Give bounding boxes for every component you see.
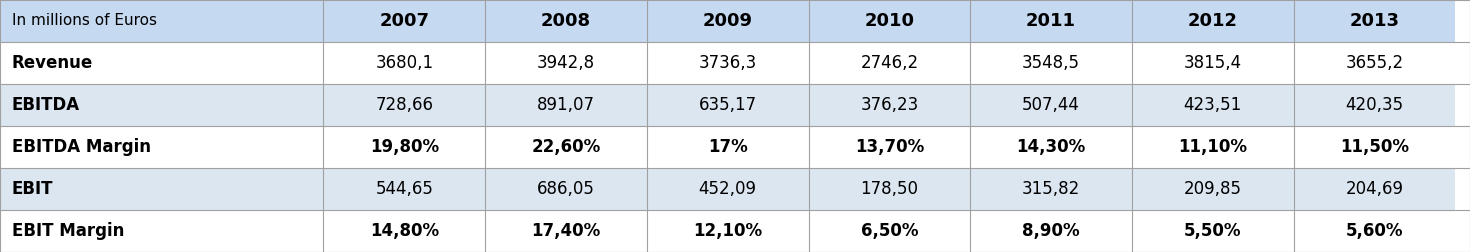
Bar: [809, 126, 970, 168]
Bar: [485, 42, 647, 84]
Text: 12,10%: 12,10%: [692, 222, 763, 240]
Text: 2007: 2007: [379, 12, 429, 30]
Bar: [323, 84, 485, 126]
Bar: [323, 168, 485, 210]
Bar: [970, 42, 1132, 84]
Text: 14,30%: 14,30%: [1016, 138, 1086, 156]
Bar: [1294, 168, 1455, 210]
Text: 209,85: 209,85: [1183, 180, 1242, 198]
Bar: [970, 168, 1132, 210]
Text: 544,65: 544,65: [375, 180, 434, 198]
Bar: [0, 42, 323, 84]
Bar: [970, 84, 1132, 126]
Bar: [485, 126, 647, 168]
Text: 3680,1: 3680,1: [375, 54, 434, 72]
Bar: [485, 168, 647, 210]
Text: 17,40%: 17,40%: [531, 222, 601, 240]
Bar: [323, 42, 485, 84]
Text: 11,50%: 11,50%: [1341, 138, 1408, 156]
Text: 6,50%: 6,50%: [860, 222, 919, 240]
Bar: [970, 0, 1132, 42]
Text: 8,90%: 8,90%: [1022, 222, 1080, 240]
Text: 315,82: 315,82: [1022, 180, 1080, 198]
Text: 686,05: 686,05: [537, 180, 595, 198]
Bar: [0, 84, 323, 126]
Bar: [1132, 84, 1294, 126]
Bar: [0, 210, 323, 252]
Bar: [323, 0, 485, 42]
Text: 5,60%: 5,60%: [1345, 222, 1404, 240]
Bar: [809, 0, 970, 42]
Bar: [647, 42, 808, 84]
Text: 376,23: 376,23: [860, 96, 919, 114]
Text: 3815,4: 3815,4: [1183, 54, 1242, 72]
Text: 13,70%: 13,70%: [854, 138, 925, 156]
Text: 2012: 2012: [1188, 12, 1238, 30]
Text: 19,80%: 19,80%: [369, 138, 440, 156]
Bar: [1132, 210, 1294, 252]
Bar: [1132, 168, 1294, 210]
Bar: [647, 0, 808, 42]
Text: 507,44: 507,44: [1022, 96, 1080, 114]
Text: 2746,2: 2746,2: [860, 54, 919, 72]
Bar: [485, 0, 647, 42]
Text: Revenue: Revenue: [12, 54, 93, 72]
Bar: [0, 0, 323, 42]
Text: 423,51: 423,51: [1183, 96, 1242, 114]
Bar: [323, 126, 485, 168]
Bar: [1294, 126, 1455, 168]
Bar: [323, 210, 485, 252]
Bar: [1132, 126, 1294, 168]
Text: EBITDA: EBITDA: [12, 96, 79, 114]
Bar: [809, 168, 970, 210]
Text: 2009: 2009: [703, 12, 753, 30]
Bar: [0, 168, 323, 210]
Bar: [647, 126, 808, 168]
Text: EBIT: EBIT: [12, 180, 53, 198]
Bar: [647, 210, 808, 252]
Text: 17%: 17%: [707, 138, 748, 156]
Text: 728,66: 728,66: [375, 96, 434, 114]
Bar: [1294, 84, 1455, 126]
Bar: [809, 210, 970, 252]
Text: 3655,2: 3655,2: [1345, 54, 1404, 72]
Bar: [485, 210, 647, 252]
Text: 3942,8: 3942,8: [537, 54, 595, 72]
Bar: [1132, 42, 1294, 84]
Text: In millions of Euros: In millions of Euros: [12, 14, 157, 28]
Bar: [1132, 0, 1294, 42]
Text: 2010: 2010: [864, 12, 914, 30]
Bar: [809, 42, 970, 84]
Text: 22,60%: 22,60%: [531, 138, 601, 156]
Bar: [1294, 0, 1455, 42]
Bar: [970, 210, 1132, 252]
Bar: [1294, 210, 1455, 252]
Text: 5,50%: 5,50%: [1183, 222, 1242, 240]
Text: 452,09: 452,09: [698, 180, 757, 198]
Bar: [0, 126, 323, 168]
Bar: [485, 84, 647, 126]
Text: 11,10%: 11,10%: [1179, 138, 1247, 156]
Bar: [970, 126, 1132, 168]
Text: EBIT Margin: EBIT Margin: [12, 222, 123, 240]
Bar: [647, 168, 808, 210]
Text: EBITDA Margin: EBITDA Margin: [12, 138, 151, 156]
Text: 14,80%: 14,80%: [369, 222, 440, 240]
Text: 2013: 2013: [1349, 12, 1399, 30]
Text: 2011: 2011: [1026, 12, 1076, 30]
Text: 420,35: 420,35: [1345, 96, 1404, 114]
Bar: [809, 84, 970, 126]
Text: 204,69: 204,69: [1345, 180, 1404, 198]
Bar: [1294, 42, 1455, 84]
Text: 891,07: 891,07: [537, 96, 595, 114]
Text: 3548,5: 3548,5: [1022, 54, 1080, 72]
Text: 178,50: 178,50: [860, 180, 919, 198]
Text: 635,17: 635,17: [698, 96, 757, 114]
Bar: [647, 84, 808, 126]
Text: 3736,3: 3736,3: [698, 54, 757, 72]
Text: 2008: 2008: [541, 12, 591, 30]
